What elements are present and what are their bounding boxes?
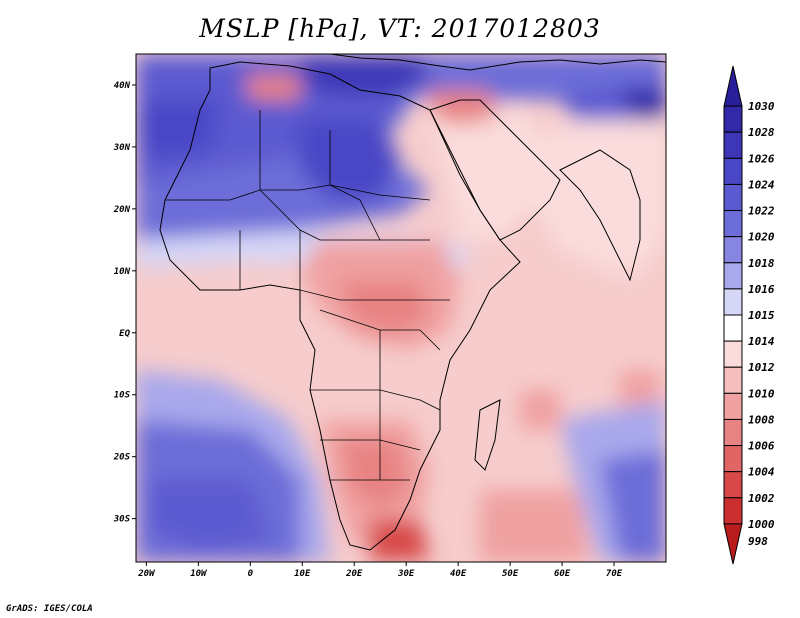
colorbar-label: 1006	[748, 440, 775, 453]
lat-tick-label: 20S	[113, 453, 131, 463]
colorbar-label: 1015	[748, 309, 775, 322]
map-title: MSLP [hPa], VT: 2017012803	[199, 14, 601, 43]
colorbar-swatch	[723, 418, 743, 447]
latitude-axis: 40N 30N 20N 10N EQ 10S 20S 30S	[113, 81, 136, 525]
colorbar-label: 1024	[748, 178, 775, 191]
colorbar-swatch	[723, 105, 743, 133]
lon-tick-label: 20E	[345, 569, 363, 579]
colorbar-label: 1020	[748, 231, 775, 244]
lat-tick-label: 30S	[113, 515, 131, 525]
colorbar-swatch	[723, 131, 743, 159]
coastline	[159, 54, 666, 551]
colorbar-swatch	[723, 288, 743, 316]
colorbar-swatch	[723, 445, 743, 473]
colorbar-label: 1008	[748, 413, 775, 426]
lon-tick-label: 10W	[190, 569, 208, 579]
colorbar-swatch	[723, 262, 743, 290]
colorbar-label: 1004	[748, 466, 775, 479]
colorbar-swatch	[723, 65, 743, 107]
lon-tick-label: 0	[248, 569, 254, 579]
lon-tick-label: 60E	[554, 569, 571, 579]
lat-tick-label: 40N	[114, 81, 131, 91]
colorbar-label: 998	[748, 535, 768, 548]
lon-tick-label: 40E	[450, 569, 467, 579]
lat-tick-label: 30N	[113, 143, 131, 153]
lon-tick-label: 30E	[397, 569, 415, 579]
colorbar-label: 1014	[748, 335, 775, 348]
lon-tick-label: 50E	[502, 569, 519, 579]
lat-tick-label: 20N	[113, 205, 131, 215]
colorbar-label: 1026	[748, 152, 775, 165]
colorbar-swatch	[723, 523, 743, 565]
colorbar-swatch	[723, 392, 743, 420]
colorbar-swatch	[723, 471, 743, 499]
colorbar-label: 1018	[748, 257, 775, 270]
lat-tick-label: EQ	[119, 329, 130, 339]
longitude-axis: 20W 10W 0 10E 20E 30E 40E 50E 60E 70E	[137, 562, 623, 579]
colorbar-swatch	[723, 183, 743, 212]
lat-tick-label: 10S	[114, 391, 131, 401]
colorbar-swatch	[723, 366, 743, 394]
lat-tick-label: 10N	[114, 267, 131, 277]
colorbar-swatch	[723, 314, 743, 342]
colorbar-label: 1030	[748, 100, 775, 113]
colorbar-label: 1012	[748, 361, 775, 374]
colorbar-label: 1010	[748, 387, 775, 400]
colorbar-swatch	[723, 157, 743, 185]
colorbar-swatch	[723, 497, 743, 525]
colorbar-label: 1016	[748, 283, 775, 296]
colorbar-swatch	[723, 340, 743, 368]
colorbar-label: 1002	[748, 492, 775, 505]
colorbar-label: 1028	[748, 126, 775, 139]
country-borders	[165, 110, 450, 481]
lon-tick-label: 10E	[294, 569, 311, 579]
pressure-field	[136, 54, 666, 562]
colorbar-label: 1000	[748, 518, 775, 531]
colorbar-label: 1022	[748, 205, 775, 218]
lon-tick-label: 70E	[606, 569, 623, 579]
colorbar-swatch	[723, 236, 743, 264]
colorbar-swatch	[723, 210, 743, 238]
grads-credit: GrADS: IGES/COLA	[6, 604, 93, 614]
lon-tick-label: 20W	[137, 569, 156, 579]
colorbar: 1030 1028 1026 1024 1022 1020 1018 1016 1015 1014…	[723, 65, 775, 565]
map-frame	[135, 53, 667, 563]
